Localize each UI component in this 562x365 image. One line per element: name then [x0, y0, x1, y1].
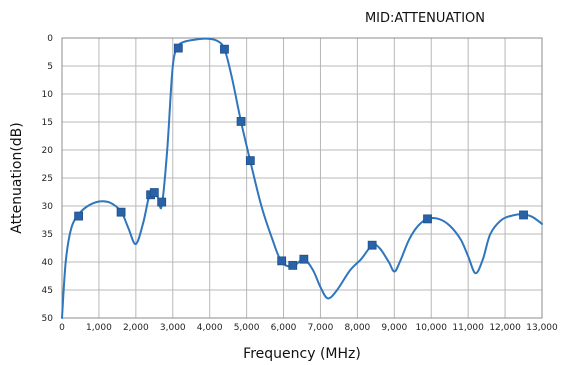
x-tick-label: 12,000 — [489, 323, 521, 333]
x-tick-label: 11,000 — [452, 323, 484, 333]
x-axis-label: Frequency (MHz) — [243, 346, 361, 362]
y-tick-label: 50 — [42, 314, 54, 324]
plot-frame — [61, 37, 543, 319]
data-markers — [74, 43, 528, 270]
x-tick-label: 5,000 — [234, 323, 260, 333]
y-tick-label: 35 — [42, 230, 53, 240]
data-marker — [220, 44, 229, 54]
data-marker — [367, 240, 377, 250]
x-axis-ticks: 0 1,000 2,000 3,000 4,000 5,000 6,000 7,000 8,00… — [59, 323, 558, 333]
data-marker — [157, 197, 167, 207]
x-tick-label: 2,000 — [123, 323, 149, 333]
chart-title: MID:ATTENUATION — [365, 11, 485, 26]
x-tick-label: 9,000 — [381, 323, 407, 333]
y-tick-label: 0 — [47, 34, 53, 44]
y-axis-ticks: 0 5 10 15 20 25 30 35 40 45 50 — [42, 34, 54, 324]
data-marker — [173, 43, 183, 53]
y-axis-label: Attenuation(dB) — [9, 122, 25, 233]
x-tick-label: 10,000 — [415, 323, 447, 333]
x-tick-label: 1,000 — [86, 323, 112, 333]
data-marker — [288, 260, 298, 270]
x-tick-label: 8,000 — [345, 323, 371, 333]
data-marker — [519, 210, 528, 220]
y-tick-label: 40 — [42, 258, 54, 268]
y-tick-label: 25 — [42, 174, 53, 184]
y-tick-label: 20 — [42, 146, 54, 156]
data-marker — [74, 211, 84, 221]
data-marker — [116, 207, 126, 217]
y-tick-label: 10 — [42, 90, 54, 100]
data-marker — [299, 254, 309, 264]
y-tick-label: 30 — [42, 202, 54, 212]
data-marker — [149, 188, 159, 197]
y-tick-label: 45 — [42, 286, 53, 296]
data-marker — [236, 117, 246, 126]
y-tick-label: 5 — [47, 62, 53, 72]
data-marker — [277, 256, 287, 266]
y-tick-label: 15 — [42, 118, 53, 128]
data-marker — [423, 214, 432, 224]
x-tick-label: 3,000 — [160, 323, 186, 333]
x-tick-label: 13,000 — [526, 323, 558, 333]
x-tick-label: 7,000 — [308, 323, 334, 333]
data-marker — [245, 156, 255, 166]
x-tick-label: 0 — [59, 323, 65, 333]
x-tick-label: 4,000 — [197, 323, 223, 333]
grid — [62, 38, 542, 318]
x-tick-label: 6,000 — [271, 323, 297, 333]
